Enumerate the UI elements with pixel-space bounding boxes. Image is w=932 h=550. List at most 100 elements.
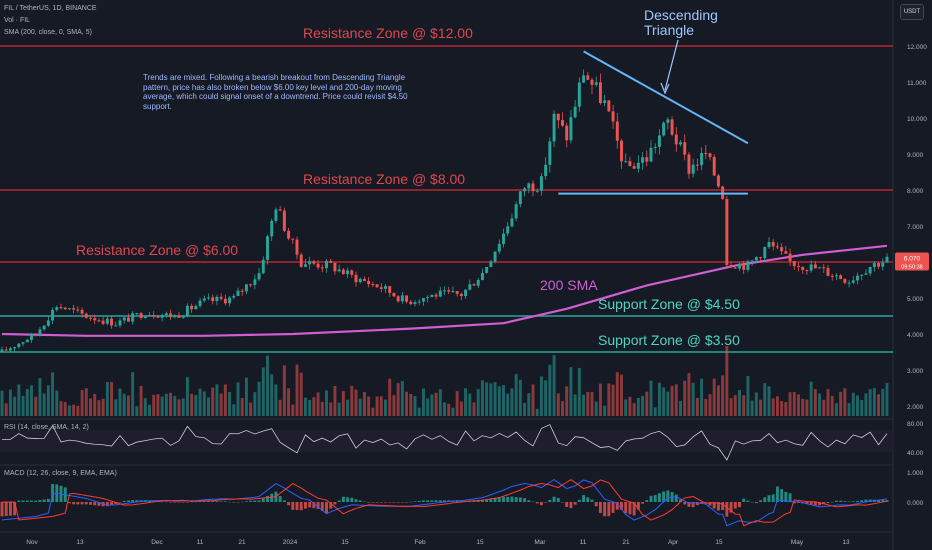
- macd-histogram-bar: [573, 502, 577, 505]
- macd-histogram-bar: [716, 502, 720, 511]
- candle-body: [674, 134, 678, 145]
- candle-body: [46, 320, 50, 326]
- candle-body: [396, 296, 400, 302]
- volume-bar: [299, 372, 303, 416]
- candle-body: [797, 266, 800, 268]
- volume-bar: [502, 385, 505, 416]
- macd-histogram-bar: [228, 501, 232, 503]
- volume-legend[interactable]: Vol · FIL: [4, 17, 31, 24]
- macd-histogram-bar: [257, 500, 261, 502]
- macd-histogram-bar: [219, 501, 223, 502]
- macd-histogram-bar: [287, 502, 291, 506]
- candle-body: [632, 165, 636, 169]
- price-tick-label: 3.000: [907, 368, 924, 375]
- volume-bar: [805, 399, 809, 416]
- sma-legend[interactable]: SMA (200, close, 0, SMA, 5): [4, 29, 92, 36]
- candle-body: [371, 284, 375, 286]
- macd-histogram-bar: [548, 499, 552, 502]
- macd-histogram-bar: [847, 501, 851, 503]
- price-tick-label: 11.000: [907, 80, 927, 87]
- volume-bar: [834, 403, 838, 416]
- candle-body: [885, 256, 889, 263]
- currency-button[interactable]: USDT: [900, 4, 924, 20]
- volume-bar: [30, 385, 33, 416]
- macd-histogram-bar: [704, 502, 708, 503]
- candle-body: [291, 238, 295, 240]
- macd-histogram-bar: [843, 501, 847, 502]
- volume-bar: [506, 393, 510, 416]
- last-price-label: 6.070: [904, 255, 921, 262]
- macd-histogram-bar: [531, 501, 535, 502]
- volume-bar: [362, 392, 366, 416]
- volume-bar: [687, 373, 691, 416]
- time-tick-label: 11: [580, 539, 587, 546]
- volume-bar: [148, 404, 151, 416]
- macd-histogram-bar: [839, 500, 843, 502]
- volume-bar: [476, 389, 480, 416]
- candle-body: [434, 294, 438, 297]
- volume-bar: [114, 399, 118, 416]
- volume-bar: [253, 392, 257, 416]
- volume-bar: [666, 391, 670, 416]
- candle-body: [818, 267, 822, 269]
- candle-body: [493, 251, 497, 262]
- macd-histogram-bar: [223, 501, 227, 502]
- volume-bar: [257, 381, 261, 416]
- macd-histogram-bar: [384, 502, 387, 503]
- volume-bar: [872, 388, 876, 416]
- candle-body: [89, 317, 92, 319]
- volume-bar: [93, 394, 97, 416]
- candle-body: [746, 261, 750, 270]
- volume-bar: [346, 399, 350, 416]
- price-tick-label: 10.000: [907, 116, 927, 123]
- volume-bar: [8, 389, 12, 416]
- candle-body: [362, 278, 366, 281]
- volume-bar: [55, 390, 59, 416]
- volume-bar: [556, 393, 560, 416]
- volume-bar: [76, 405, 80, 416]
- rsi-legend[interactable]: RSI (14, close, SMA, 14, 2): [4, 424, 89, 431]
- macd-histogram-bar: [0, 502, 4, 517]
- volume-bar: [181, 398, 185, 416]
- macd-histogram-bar: [480, 499, 484, 502]
- candle-body: [139, 313, 143, 319]
- candle-body: [0, 349, 4, 352]
- candle-body: [337, 269, 341, 272]
- candle-body: [468, 284, 472, 290]
- volume-bar: [455, 391, 459, 416]
- volume-bar: [510, 388, 514, 416]
- volume-bar: [809, 381, 813, 416]
- candle-body: [207, 297, 210, 299]
- symbol-legend[interactable]: FIL / TetherUS, 1D, BINANCE: [4, 5, 97, 12]
- candle-body: [666, 119, 670, 123]
- volume-bar: [169, 392, 173, 416]
- volume-bar: [577, 367, 581, 416]
- macd-histogram-bar: [325, 502, 328, 513]
- macd-histogram-bar: [4, 502, 8, 517]
- macd-legend[interactable]: MACD (12, 26, close, 9, EMA, EMA): [4, 470, 117, 477]
- volume-bar: [194, 395, 198, 416]
- volume-bar: [721, 375, 725, 416]
- macd-histogram-bar: [569, 502, 573, 509]
- macd-histogram-bar: [607, 502, 611, 517]
- macd-histogram-bar: [13, 502, 17, 516]
- volume-bar: [636, 397, 640, 416]
- macd-histogram-bar: [194, 501, 198, 503]
- macd-histogram-bar: [51, 484, 55, 502]
- volume-bar: [649, 380, 653, 416]
- volume-bar: [118, 388, 122, 416]
- volume-bar: [164, 393, 168, 416]
- triangle-upper-line: [583, 50, 749, 145]
- macd-histogram-bar: [733, 502, 737, 509]
- volume-bar: [388, 378, 392, 416]
- candle-body: [202, 298, 206, 301]
- macd-histogram-bar: [329, 502, 333, 509]
- candle-body: [552, 113, 556, 142]
- candle-body: [80, 309, 84, 314]
- candle-body: [868, 266, 872, 274]
- volume-bar: [531, 384, 535, 416]
- macd-tick-label: 1.000: [907, 470, 924, 477]
- volume-bar: [438, 389, 442, 416]
- macd-histogram-bar: [877, 499, 881, 502]
